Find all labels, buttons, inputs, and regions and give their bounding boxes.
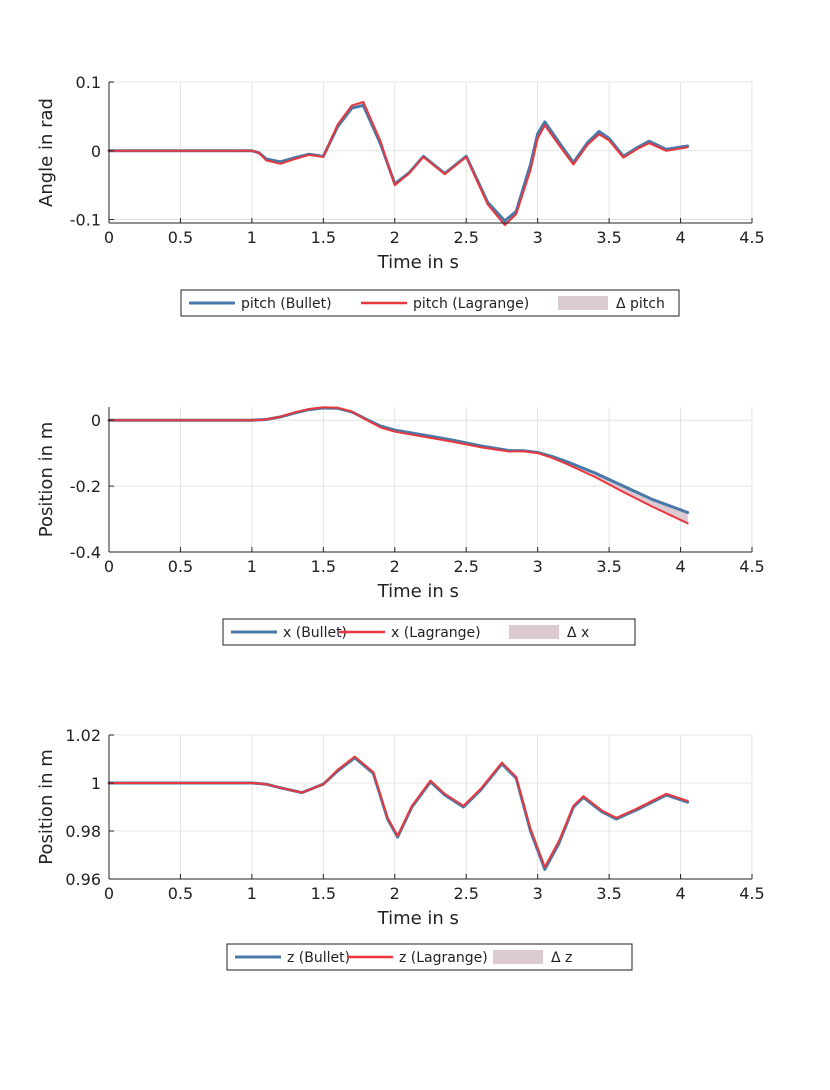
y-tick-label: -0.2: [70, 477, 101, 496]
series-line-bullet: [107, 103, 690, 223]
y-tick-label: 0.98: [65, 822, 101, 841]
x-tick-label: 0.5: [168, 557, 193, 576]
x-tick-label: 1: [247, 884, 257, 903]
legend-box: [226, 943, 633, 971]
x-tick-label: 0: [104, 228, 114, 247]
x-tick-label: 2: [390, 228, 400, 247]
grid-lines: [108, 734, 753, 880]
legend-swatch-delta: [493, 950, 543, 964]
y-axis-label: Position in m: [36, 422, 57, 537]
y-axis-label: Position in m: [36, 749, 57, 864]
series-line-bullet: [107, 756, 690, 871]
y-tick-label: 0: [91, 411, 101, 430]
x-tick-label: 3: [533, 557, 543, 576]
x-axis-label: Time in s: [377, 581, 459, 602]
legend-label-bullet: pitch (Bullet): [241, 296, 332, 312]
legend: x (Bullet) x (Lagrange) Δ x: [222, 618, 636, 646]
x-tick-label: 4: [675, 884, 685, 903]
legend-label-bullet: z (Bullet): [287, 950, 350, 966]
x-axis-label: Time in s: [377, 252, 459, 273]
legend-box: [222, 618, 636, 646]
x-tick-label: 0.5: [168, 228, 193, 247]
legend-label-delta: Δ pitch: [616, 296, 665, 312]
chart-panel-2: 0 0.5 1 1.5 2 2.5 3 3.5 4 4.5 -0.4 -0.2 0 Time in s Po…: [36, 406, 765, 646]
legend-label-delta: Δ x: [567, 625, 589, 641]
legend-label-delta: Δ z: [551, 950, 572, 966]
grid-lines: [108, 81, 753, 223]
x-axis-label: Time in s: [377, 908, 459, 929]
legend-label-lagrange: x (Lagrange): [391, 625, 481, 641]
x-tick-label: 1.5: [311, 884, 336, 903]
x-tick-label: 4.5: [739, 557, 764, 576]
x-tick-label: 3: [533, 228, 543, 247]
series-line-lagrange: [108, 100, 689, 227]
x-tick-label: 3.5: [596, 884, 621, 903]
x-tick-label: 1.5: [311, 228, 336, 247]
x-tick-label: 4: [675, 228, 685, 247]
legend-swatch-delta: [558, 296, 608, 310]
x-tick-label: 2: [390, 884, 400, 903]
x-tick-label: 3: [533, 884, 543, 903]
y-axis-label: Angle in rad: [36, 98, 57, 207]
x-tick-label: 4: [675, 557, 685, 576]
x-tick-label: 3.5: [596, 228, 621, 247]
delta-area: [109, 407, 688, 524]
x-tick-label: 2.5: [453, 228, 478, 247]
chart-panel-3: 0 0.5 1 1.5 2 2.5 3 3.5 4 4.5 0.96 0.98 1 1.02 Time in…: [36, 726, 765, 971]
y-tick-label: 0.96: [65, 870, 101, 889]
x-tick-label: 0.5: [168, 884, 193, 903]
y-tick-label: 0: [91, 142, 101, 161]
legend-label-lagrange: pitch (Lagrange): [413, 296, 529, 312]
series-line-lagrange: [108, 406, 689, 525]
legend-label-lagrange: z (Lagrange): [399, 950, 488, 966]
y-tick-label: -0.4: [70, 543, 101, 562]
x-tick-label: 1: [247, 228, 257, 247]
x-tick-label: 2.5: [453, 557, 478, 576]
series-line-bullet: [107, 406, 690, 514]
x-tick-label: 4.5: [739, 884, 764, 903]
y-tick-label: 0.1: [76, 73, 101, 92]
y-tick-label: -0.1: [70, 211, 101, 230]
series-line-lagrange: [108, 755, 689, 868]
x-tick-label: 0: [104, 557, 114, 576]
x-tick-label: 3.5: [596, 557, 621, 576]
x-tick-label: 1: [247, 557, 257, 576]
x-tick-label: 4.5: [739, 228, 764, 247]
delta-area: [109, 101, 688, 226]
legend-swatch-delta: [509, 625, 559, 639]
x-tick-label: 2: [390, 557, 400, 576]
delta-area: [109, 756, 688, 870]
legend: z (Bullet) z (Lagrange) Δ z: [226, 943, 633, 971]
x-tick-label: 0: [104, 884, 114, 903]
grid-lines: [108, 407, 753, 553]
x-tick-label: 2.5: [453, 884, 478, 903]
y-tick-label: 1.02: [65, 726, 101, 745]
legend: pitch (Bullet) pitch (Lagrange) Δ pitch: [180, 289, 680, 317]
x-tick-label: 1.5: [311, 557, 336, 576]
legend-label-bullet: x (Bullet): [283, 625, 347, 641]
y-tick-label: 1: [91, 774, 101, 793]
